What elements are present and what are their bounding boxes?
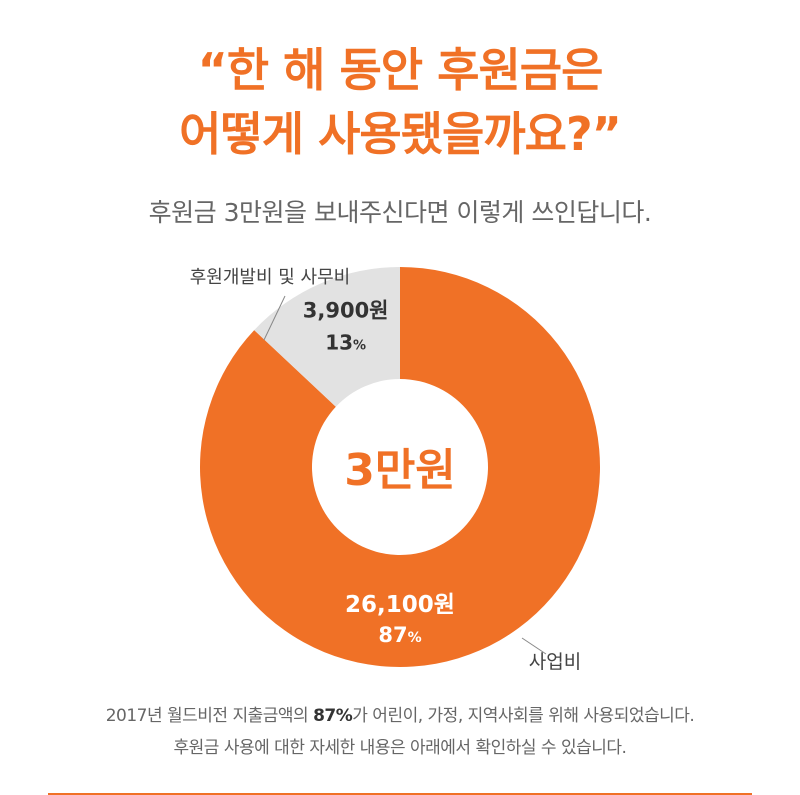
title-line-2: 어떻게 사용됐을까요?” <box>179 107 622 161</box>
business-amount-label: 26,100원 <box>345 592 455 618</box>
pie-slice-admin <box>254 267 400 407</box>
footnote-highlight: 87% <box>313 706 353 726</box>
title-line-1: “한 해 동안 후원금은 <box>197 43 604 97</box>
pie-slice-business <box>200 267 601 667</box>
footnote-line-1-prefix: 2017년 월드비전 지출금액의 <box>105 706 314 726</box>
footnote-line-1: 2017년 월드비전 지출금액의 87%가 어린이, 가정, 지역사회를 위해 … <box>0 700 800 732</box>
footnote-line-1-suffix: 가 어린이, 가정, 지역사회를 위해 사용되었습니다. <box>352 706 695 726</box>
footnote-line-2: 후원금 사용에 대한 자세한 내용은 아래에서 확인하실 수 있습니다. <box>173 738 627 758</box>
bottom-divider <box>48 793 752 795</box>
footnote: 2017년 월드비전 지출금액의 87%가 어린이, 가정, 지역사회를 위해 … <box>0 700 800 764</box>
center-label: 3만원 <box>344 445 456 496</box>
page-subtitle: 후원금 3만원을 보내주신다면 이렇게 쓰인답니다. <box>148 198 652 227</box>
business-leader-line <box>521 637 547 655</box>
business-category-label: 사업비 <box>529 651 581 673</box>
admin-category-label: 후원개발비 및 사무비 <box>190 267 350 288</box>
admin-amount-label: 3,900원 <box>303 299 389 323</box>
admin-leader-line <box>263 295 286 341</box>
page-title: “한 해 동안 후원금은 어떻게 사용됐을까요?” <box>0 38 800 166</box>
